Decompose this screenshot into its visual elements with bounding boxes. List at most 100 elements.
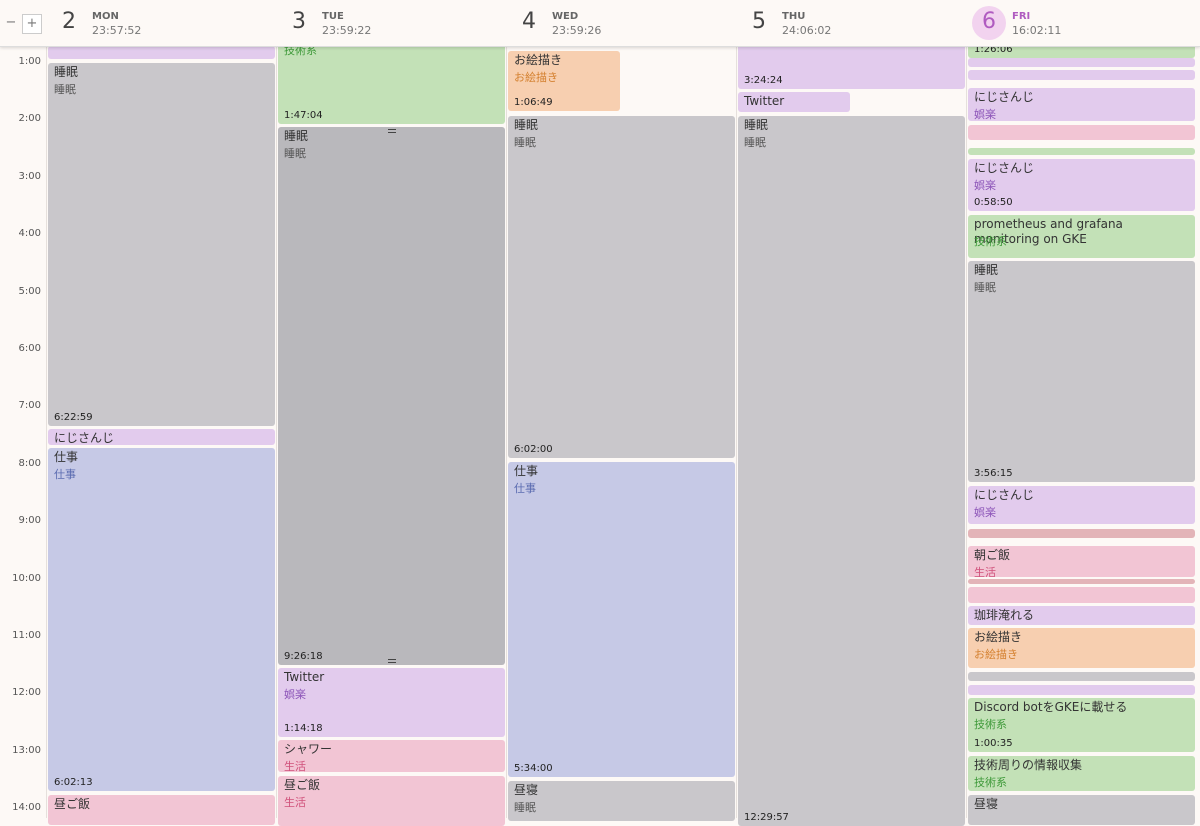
- zoom-in[interactable]: +: [22, 14, 42, 34]
- event-duration: 6:22:59: [54, 412, 93, 423]
- event[interactable]: [968, 587, 1195, 603]
- event[interactable]: 睡眠 睡眠 3:56:15: [968, 261, 1195, 482]
- event[interactable]: 昼ご飯 生活: [278, 776, 505, 826]
- event[interactable]: お絵描き お絵描き 1:06:49: [508, 51, 620, 111]
- event-duration: 1:47:04: [284, 110, 323, 121]
- event-duration: 9:26:18: [284, 651, 323, 662]
- event[interactable]: 技術周りの情報収集 技術系: [968, 756, 1195, 791]
- day-total: 23:59:22: [322, 24, 372, 37]
- event-category: 睡眠: [54, 83, 76, 96]
- event-category: 睡眠: [514, 801, 536, 814]
- event-category: 技術系: [284, 44, 317, 57]
- column-divider: [506, 46, 507, 818]
- hour-label: 5:00: [18, 285, 41, 297]
- event[interactable]: にじさんじ: [48, 429, 275, 445]
- hour-label: 6:00: [18, 343, 41, 354]
- weekday: THU: [782, 11, 806, 22]
- hour-label: 12:00: [12, 687, 41, 699]
- day-number: 2: [62, 9, 76, 34]
- event-category: 睡眠: [974, 281, 996, 294]
- event[interactable]: 仕事 仕事 5:34:00: [508, 462, 735, 777]
- event[interactable]: 睡眠 睡眠 6:22:59: [48, 63, 275, 426]
- event[interactable]: 仕事 仕事 6:02:13: [48, 448, 275, 791]
- event-category: 生活: [284, 796, 306, 809]
- event[interactable]: にじさんじ 娯楽: [968, 88, 1195, 121]
- event-title: 昼寝: [974, 797, 999, 811]
- event-category: 睡眠: [284, 147, 306, 160]
- event[interactable]: 昼ご飯: [48, 795, 275, 825]
- event-title: 睡眠: [974, 263, 999, 277]
- event-duration: 5:34:00: [514, 763, 553, 774]
- event-title: 睡眠: [284, 129, 309, 143]
- event-title: にじさんじ: [974, 488, 1035, 502]
- event-title: Discord botをGKEに載せる: [974, 700, 1128, 714]
- event-category: 娯楽: [974, 108, 996, 121]
- event-category: 仕事: [514, 482, 536, 495]
- event[interactable]: [968, 579, 1195, 584]
- event[interactable]: [968, 70, 1195, 80]
- event-title: 睡眠: [744, 118, 769, 132]
- event-duration: 1:26:06: [974, 44, 1013, 55]
- event[interactable]: 昼寝: [968, 795, 1195, 825]
- event-title: 珈琲淹れる: [974, 608, 1035, 622]
- event-duration: 1:00:35: [974, 738, 1013, 749]
- event[interactable]: お絵描き お絵描き: [968, 628, 1195, 668]
- event-title: Twitter: [284, 670, 325, 684]
- column-divider: [276, 46, 277, 818]
- event-title: Twitter: [744, 94, 785, 108]
- event[interactable]: 珈琲淹れる: [968, 606, 1195, 625]
- event-duration: 1:06:49: [514, 97, 553, 108]
- event-duration: 6:02:00: [514, 444, 553, 455]
- event[interactable]: 技術系 1:47:04: [278, 40, 505, 124]
- event-category: 生活: [284, 760, 306, 772]
- event[interactable]: [968, 125, 1195, 140]
- day-number: 5: [752, 9, 766, 34]
- hour-label: 8:00: [18, 457, 41, 469]
- event-category: お絵描き: [974, 648, 1018, 661]
- event[interactable]: にじさんじ 娯楽: [968, 486, 1195, 524]
- event[interactable]: 3:24:24: [738, 40, 965, 89]
- event-category: 生活: [974, 566, 996, 577]
- event-title: 昼ご飯: [284, 778, 321, 792]
- event[interactable]: [48, 46, 275, 59]
- event-title: シャワー: [284, 742, 333, 756]
- event[interactable]: シャワー 生活: [278, 740, 505, 772]
- event[interactable]: 睡眠 睡眠 9:26:18: [278, 127, 505, 665]
- event[interactable]: [968, 672, 1195, 681]
- hour-label: 9:00: [18, 515, 41, 527]
- event-title: 仕事: [514, 464, 539, 478]
- day-number: 4: [522, 9, 536, 34]
- event[interactable]: 睡眠 睡眠 12:29:57: [738, 116, 965, 826]
- event[interactable]: Twitter: [738, 92, 850, 112]
- column-divider: [966, 46, 967, 818]
- resize-handle[interactable]: [388, 129, 396, 133]
- zoom-out[interactable]: −: [5, 15, 17, 30]
- event[interactable]: 朝ご飯 生活: [968, 546, 1195, 577]
- event-duration: 6:02:13: [54, 777, 93, 788]
- event[interactable]: にじさんじ 娯楽 0:58:50: [968, 159, 1195, 211]
- event[interactable]: 睡眠 睡眠 6:02:00: [508, 116, 735, 458]
- event-title: お絵描き: [974, 630, 1023, 644]
- event[interactable]: Discord botをGKEに載せる 技術系 1:00:35: [968, 698, 1195, 752]
- hour-label: 13:00: [12, 744, 41, 756]
- event[interactable]: [968, 529, 1195, 538]
- weekday: TUE: [322, 11, 344, 22]
- event-category: 睡眠: [514, 136, 536, 149]
- event[interactable]: 昼寝 睡眠: [508, 781, 735, 821]
- hour-label: 11:00: [12, 630, 41, 641]
- weekday: MON: [92, 11, 119, 22]
- event[interactable]: [968, 148, 1195, 155]
- event-duration: 0:58:50: [974, 197, 1013, 208]
- hour-label: 14:00: [12, 802, 41, 814]
- event[interactable]: [968, 685, 1195, 695]
- event[interactable]: prometheus and grafana monitoring on GKE…: [968, 215, 1195, 258]
- event[interactable]: [968, 58, 1195, 67]
- event-category: 睡眠: [744, 136, 766, 149]
- event[interactable]: Twitter 娯楽 1:14:18: [278, 668, 505, 737]
- weekday: FRI: [1012, 11, 1031, 22]
- resize-handle[interactable]: [388, 659, 396, 663]
- event-title: にじさんじ: [974, 90, 1035, 104]
- event-title: 朝ご飯: [974, 548, 1011, 562]
